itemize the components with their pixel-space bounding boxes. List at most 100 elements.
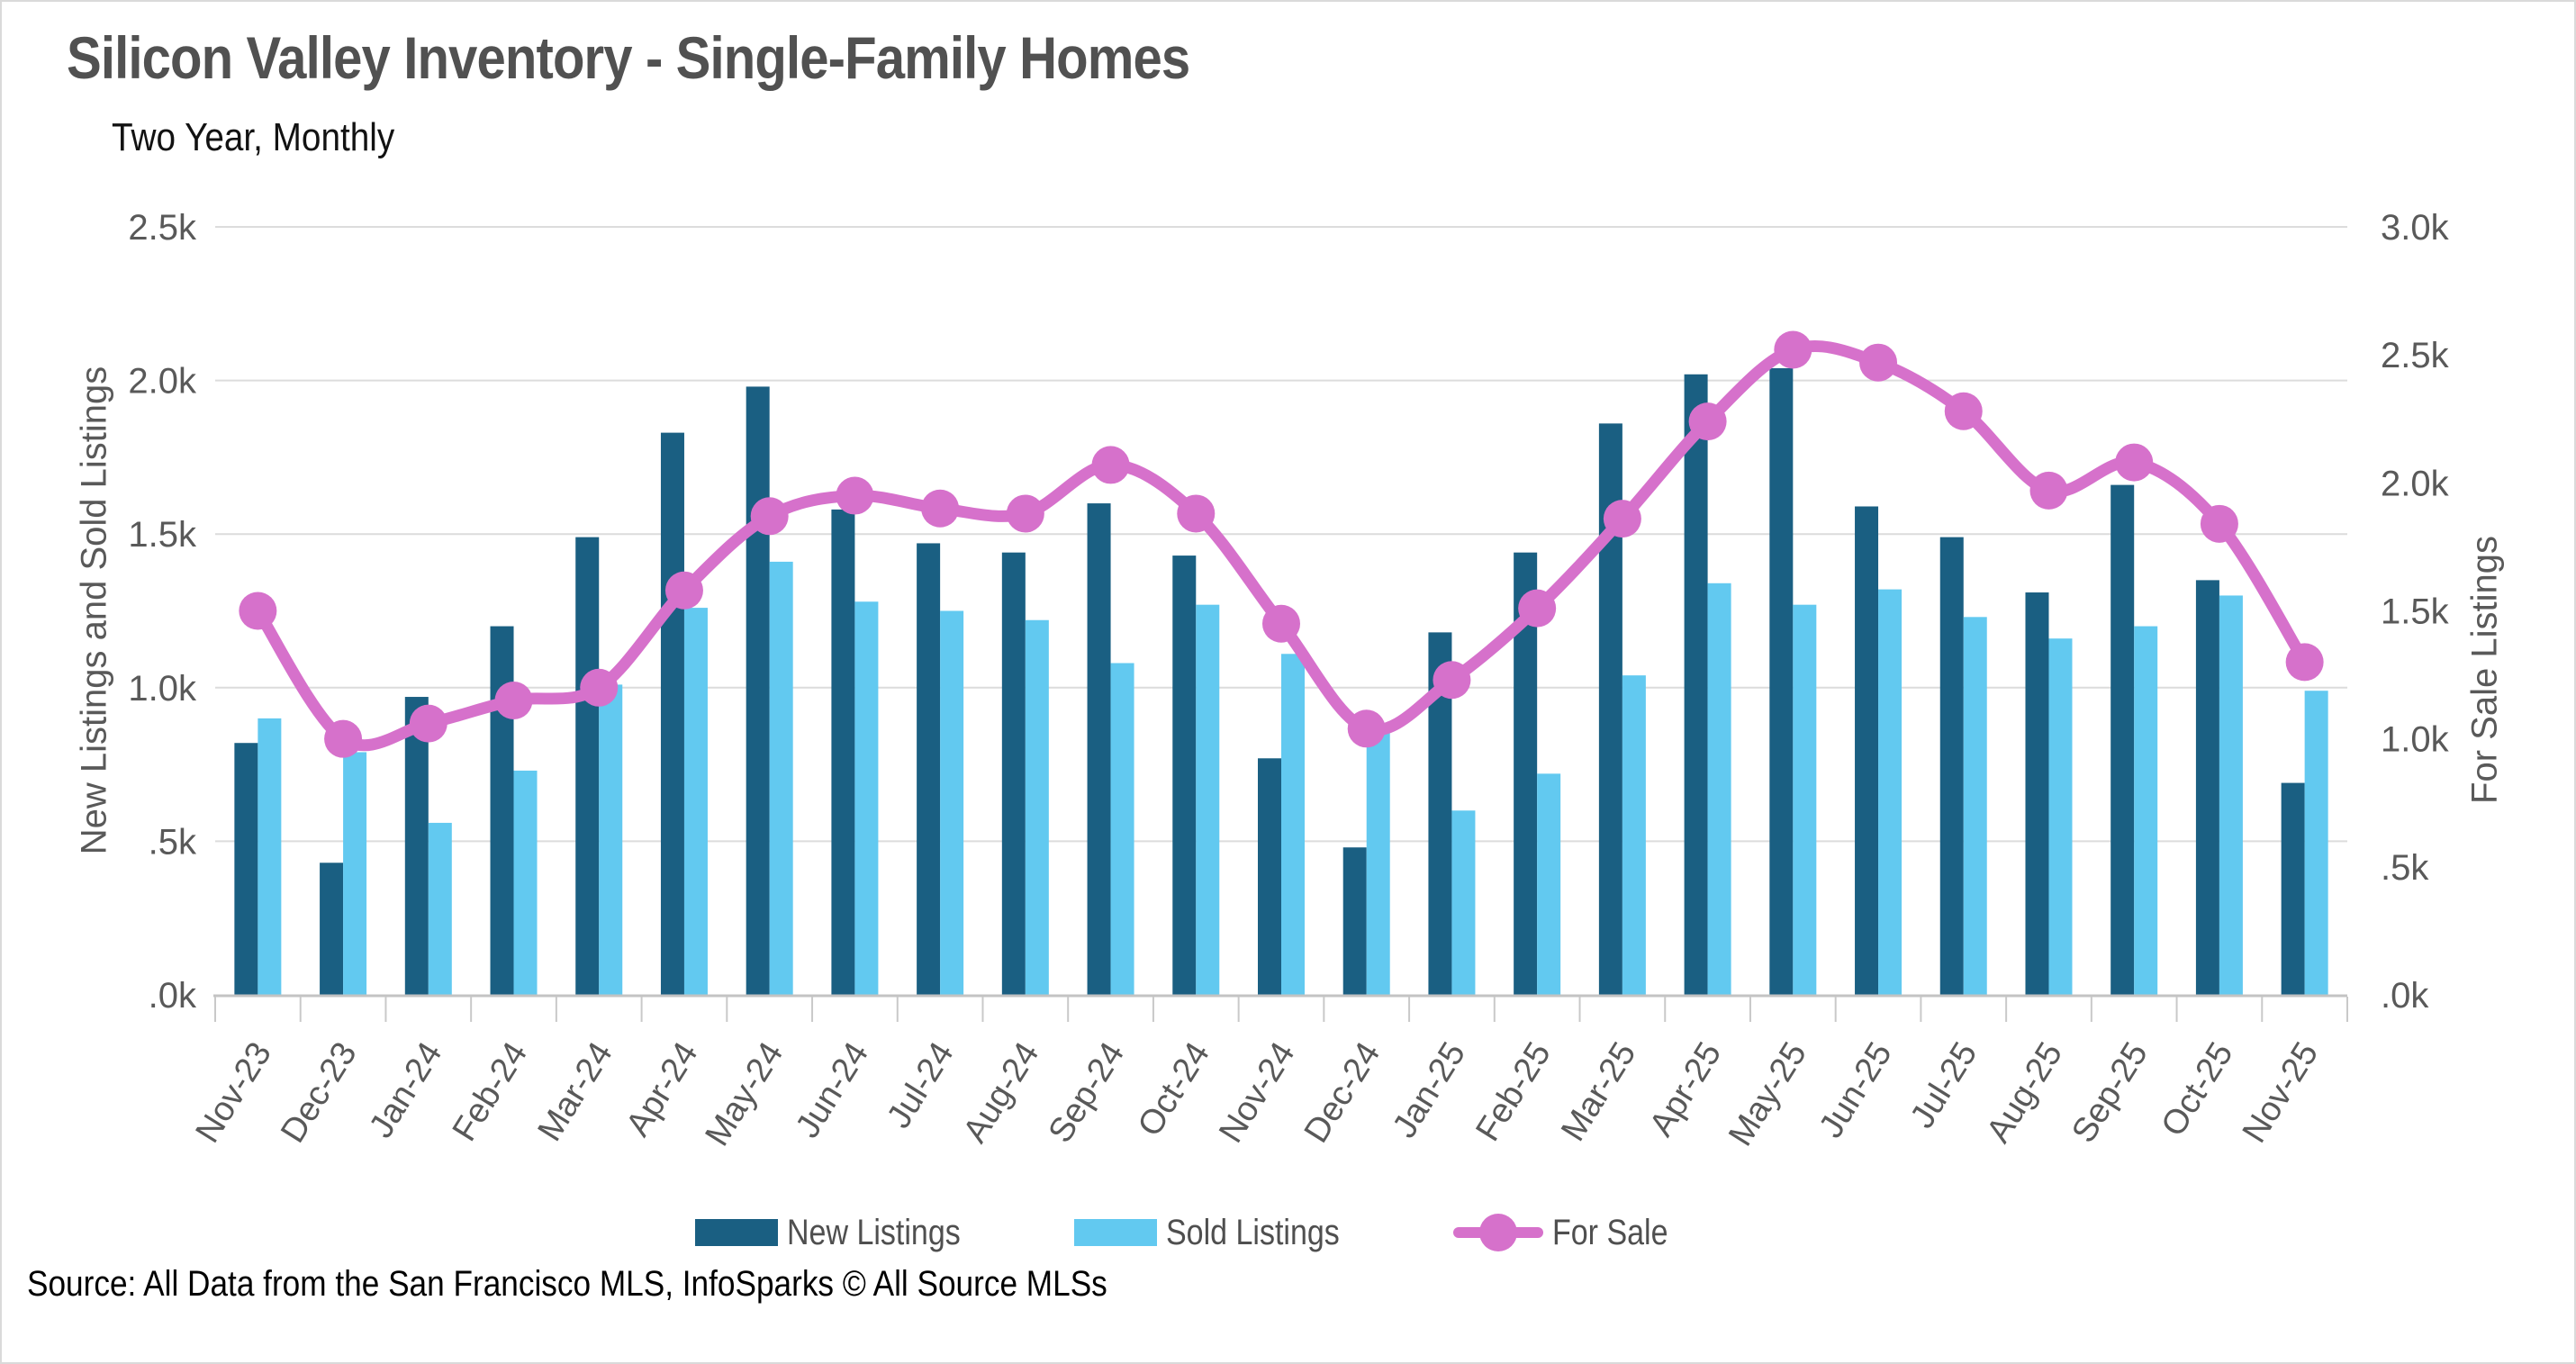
bar-sold-listings: [1537, 773, 1561, 995]
legend-label-for-sale: For Sale: [1551, 1212, 1668, 1252]
bar-sold-listings: [2304, 691, 2328, 995]
for-sale-marker: [1347, 709, 1386, 748]
x-axis-label: Jan-24: [362, 1036, 449, 1145]
page-subtitle: Two Year, Monthly: [112, 115, 395, 159]
for-sale-marker: [750, 497, 789, 536]
right-axis-tick: 1.0k: [2381, 720, 2450, 760]
bar-sold-listings: [343, 752, 367, 995]
bar-new-listings: [2281, 782, 2305, 995]
bar-sold-listings: [1451, 810, 1476, 995]
for-sale-marker: [1006, 494, 1044, 533]
bar-new-listings: [831, 509, 855, 995]
sold-listings-swatch-icon: [1073, 1219, 1157, 1246]
bar-sold-listings: [2134, 626, 2158, 995]
left-axis-tick: .5k: [149, 822, 197, 862]
legend-item-sold-listings: Sold Listings: [1073, 1212, 1370, 1253]
left-axis-tick: .0k: [149, 976, 197, 1016]
left-axis-tick: 2.5k: [128, 208, 197, 248]
bar-new-listings: [1172, 556, 1197, 995]
bar-new-listings: [404, 697, 429, 995]
bar-new-listings: [1769, 367, 1794, 995]
for-sale-marker: [836, 476, 874, 515]
x-axis-label: Mar-24: [530, 1036, 619, 1148]
for-sale-marker: [494, 682, 533, 720]
x-axis-label: Nov-24: [1212, 1036, 1303, 1150]
bar-sold-listings: [2048, 638, 2073, 995]
x-axis-label: Sep-25: [2065, 1036, 2156, 1150]
legend-label-sold-listings: Sold Listings: [1165, 1212, 1340, 1252]
bar-sold-listings: [258, 718, 282, 995]
bar-new-listings: [1258, 758, 1281, 995]
for-sale-marker: [1518, 589, 1557, 628]
for-sale-marker: [2029, 471, 2068, 510]
for-sale-marker: [1688, 402, 1727, 441]
x-axis-label: Oct-25: [2154, 1036, 2240, 1143]
for-sale-marker: [1433, 661, 1471, 700]
bar-sold-listings: [428, 822, 452, 995]
x-axis-label: Apr-25: [1642, 1036, 1729, 1143]
bar-sold-listings: [1366, 727, 1390, 995]
legend-label-new-listings: New Listings: [787, 1212, 961, 1252]
right-axis-tick: 2.0k: [2381, 464, 2450, 503]
bar-new-listings: [575, 537, 600, 995]
for-sale-marker: [239, 592, 277, 630]
right-axis-tick: .5k: [2381, 848, 2429, 888]
for-sale-marker: [1944, 392, 1983, 430]
bar-new-listings: [1087, 503, 1111, 995]
bar-new-listings: [234, 743, 258, 995]
bar-new-listings: [1939, 537, 1964, 995]
for-sale-marker: [2200, 504, 2238, 543]
x-axis-label: Apr-24: [619, 1036, 706, 1143]
bar-new-listings: [2195, 580, 2219, 995]
bar-sold-listings: [513, 770, 538, 995]
bar-sold-listings: [854, 601, 879, 995]
for-sale-marker: [1262, 604, 1300, 643]
new-listings-swatch-icon: [695, 1219, 778, 1246]
x-axis-label: Oct-24: [1131, 1036, 1217, 1143]
bar-sold-listings: [769, 561, 793, 995]
bar-sold-listings: [940, 610, 964, 995]
x-axis-label: Dec-23: [274, 1036, 365, 1150]
bar-sold-listings: [2219, 595, 2243, 995]
bar-sold-listings: [1793, 604, 1817, 995]
bar-sold-listings: [1707, 583, 1731, 995]
bar-sold-listings: [1963, 617, 1987, 995]
x-axis-label: Feb-24: [446, 1036, 535, 1148]
right-axis-tick: .0k: [2381, 976, 2429, 1016]
bar-sold-listings: [1878, 589, 1903, 995]
bar-sold-listings: [1622, 675, 1646, 995]
bar-new-listings: [1001, 552, 1026, 995]
bar-new-listings: [1342, 847, 1367, 995]
x-axis-label: Feb-25: [1469, 1036, 1558, 1148]
for-sale-marker: [1177, 494, 1216, 533]
legend-item-for-sale: For Sale: [1452, 1212, 1688, 1253]
x-axis-label: Jul-25: [1903, 1036, 1984, 1135]
bar-new-listings: [320, 863, 344, 995]
left-axis-title: New Listings and Sold Listings: [74, 366, 114, 855]
bar-new-listings: [1855, 506, 1879, 995]
x-axis-label: Mar-25: [1554, 1036, 1643, 1148]
x-axis-label: Sep-24: [1042, 1036, 1133, 1150]
x-axis-label: Jun-24: [789, 1036, 876, 1145]
bar-new-listings: [660, 432, 684, 995]
for-sale-marker: [324, 719, 363, 758]
bar-sold-listings: [599, 684, 623, 995]
source-note: Source: All Data from the San Francisco …: [27, 1264, 1107, 1304]
bar-new-listings: [746, 386, 770, 995]
x-axis-label: Dec-24: [1297, 1036, 1388, 1150]
for-sale-marker: [580, 668, 619, 707]
bar-sold-listings: [1110, 663, 1134, 995]
for-sale-marker: [1091, 446, 1130, 484]
legend-item-new-listings: New Listings: [695, 1213, 991, 1253]
bar-new-listings: [2025, 592, 2049, 995]
x-axis-label: Aug-24: [956, 1036, 1047, 1150]
right-axis-tick: 1.5k: [2381, 592, 2450, 632]
left-axis-tick: 1.0k: [128, 669, 197, 709]
bar-new-listings: [1684, 374, 1708, 995]
right-axis-tick: 3.0k: [2381, 208, 2450, 248]
bar-sold-listings: [683, 608, 708, 995]
bar-new-listings: [490, 626, 514, 995]
left-axis-tick: 2.0k: [128, 362, 197, 402]
